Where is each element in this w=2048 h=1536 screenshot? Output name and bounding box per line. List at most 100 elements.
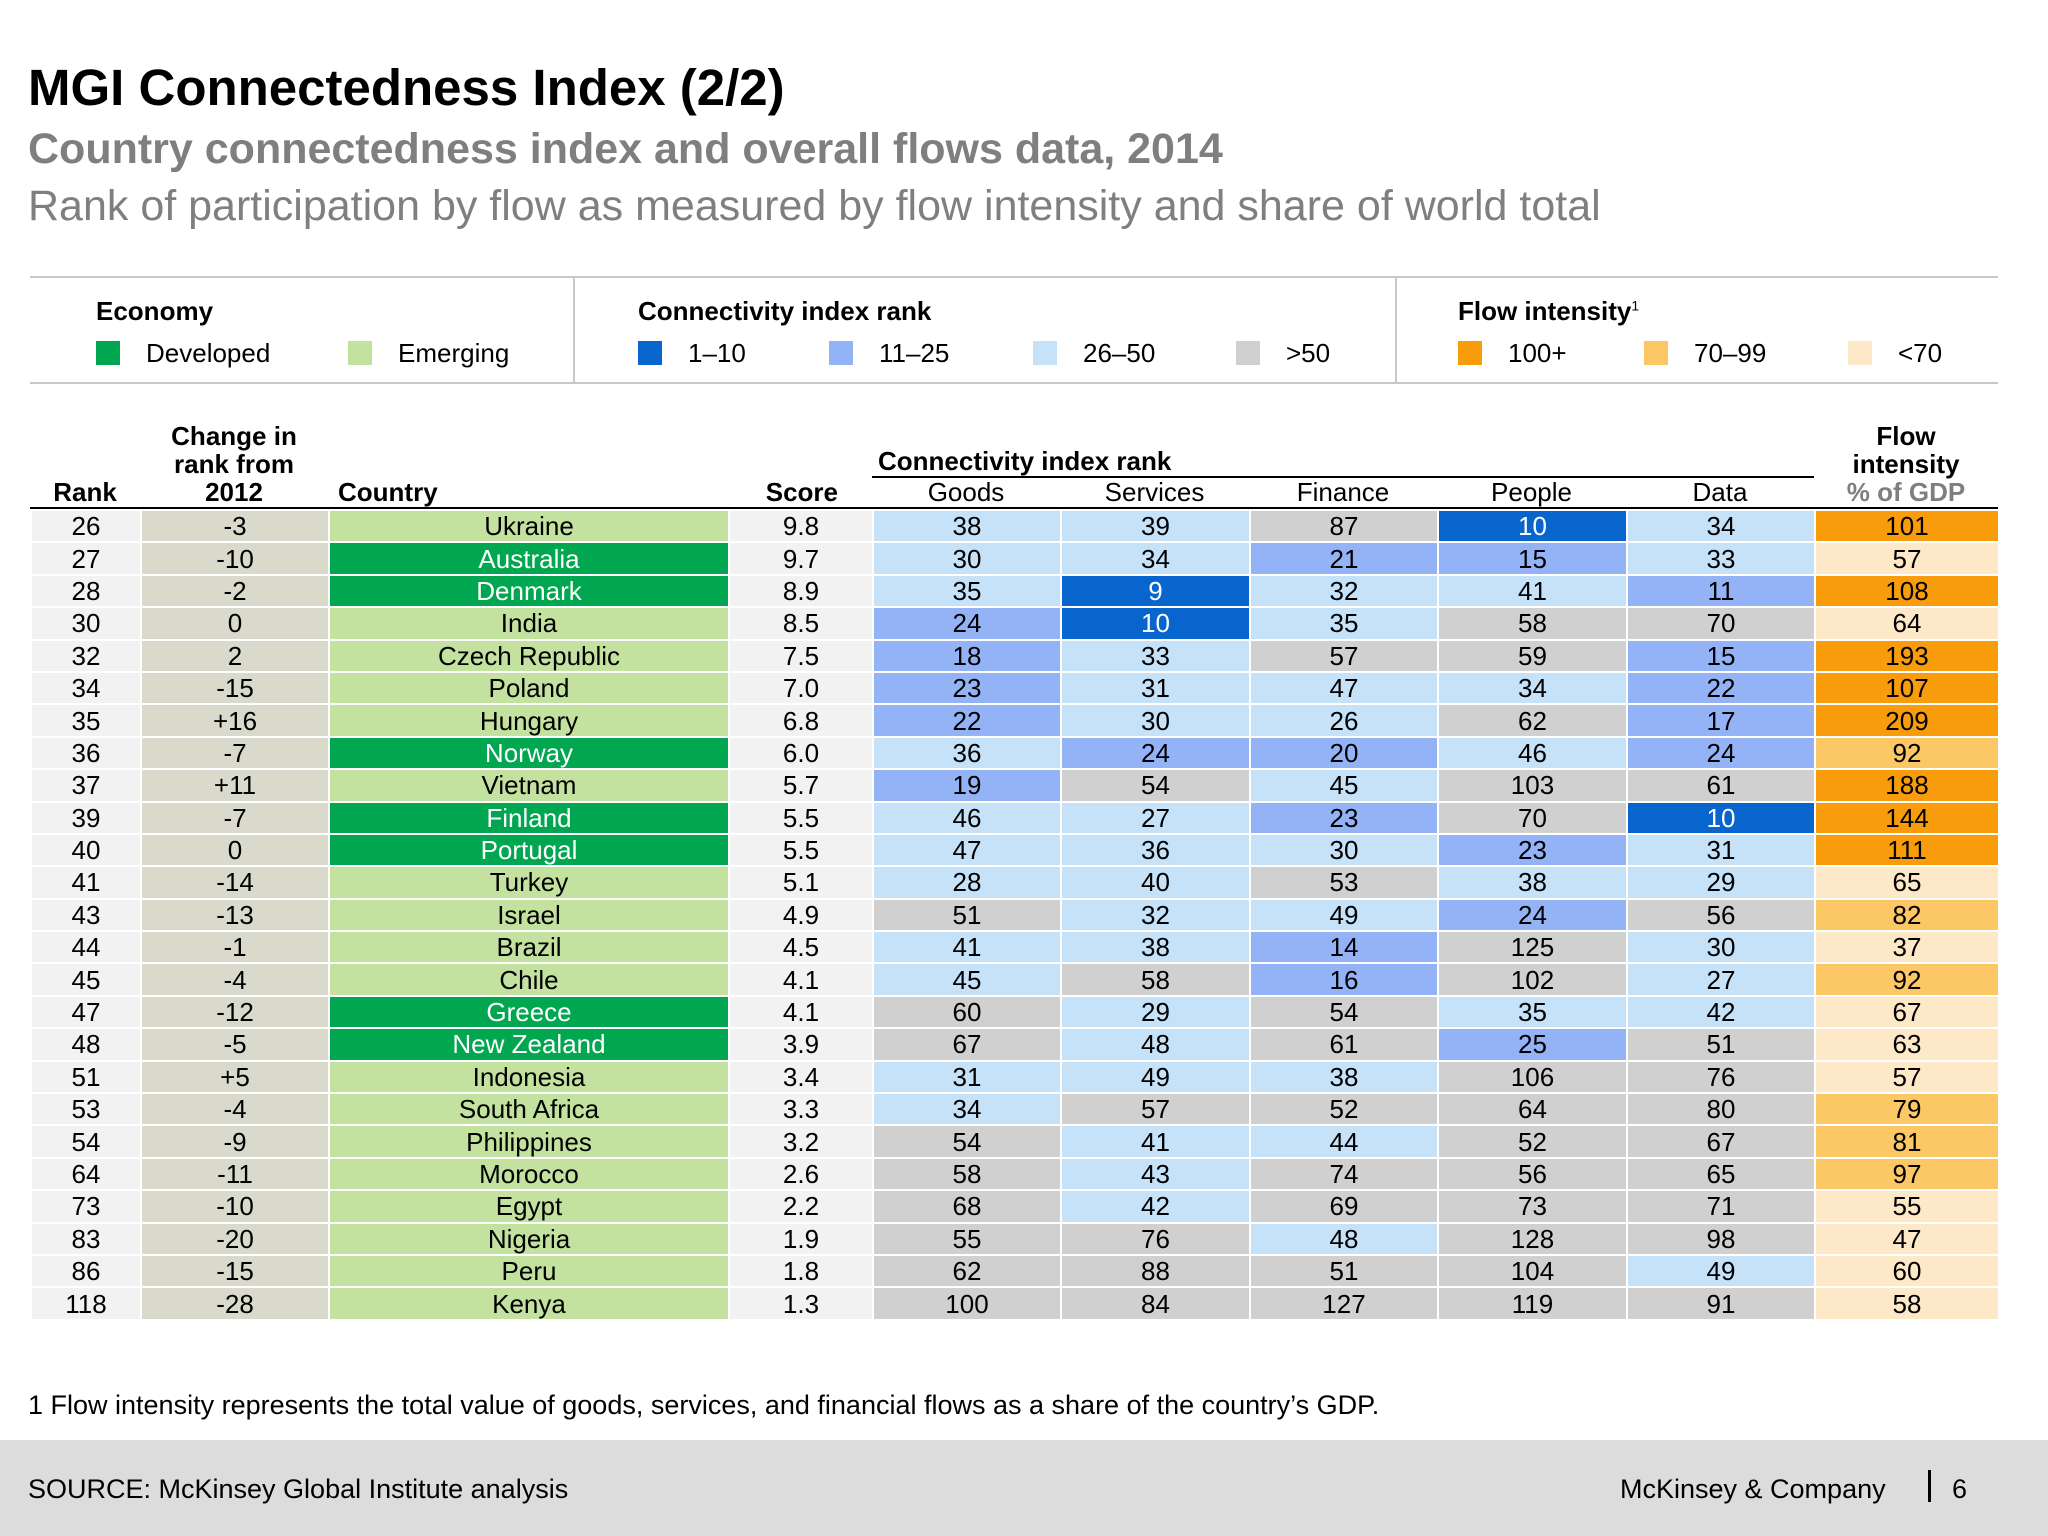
- developed-swatch: [96, 341, 120, 365]
- finance-cell: 69: [1249, 1189, 1439, 1224]
- change-cell: +5: [140, 1059, 330, 1095]
- country-cell: Morocco: [328, 1156, 730, 1192]
- data-cell: 10: [1626, 800, 1816, 835]
- legend-flow-70-99-label: 70–99: [1694, 337, 1767, 368]
- data-cell: 61: [1626, 768, 1816, 803]
- goods-cell: 41: [872, 930, 1062, 965]
- table-row: 34 -15 Poland 7.0 23 31 47 34 22 107: [30, 670, 2000, 706]
- people-cell: 10: [1437, 508, 1628, 544]
- rank-cell: 41: [30, 865, 142, 900]
- services-cell: 49: [1060, 1059, 1251, 1095]
- services-cell: 43: [1060, 1156, 1251, 1192]
- country-cell: Egypt: [328, 1189, 730, 1224]
- change-cell: -15: [140, 1253, 330, 1289]
- footer-separator: [1928, 1470, 1931, 1502]
- change-cell: -12: [140, 994, 330, 1030]
- finance-cell: 57: [1249, 638, 1439, 673]
- table-row: 28 -2 Denmark 8.9 35 9 32 41 11 108: [30, 573, 2000, 609]
- flow-intensity-cell: 81: [1814, 1124, 2000, 1159]
- people-cell: 41: [1437, 573, 1628, 609]
- data-cell: 49: [1626, 1253, 1816, 1289]
- score-cell: 6.0: [728, 735, 874, 771]
- people-cell: 128: [1437, 1221, 1628, 1256]
- score-cell: 5.7: [728, 768, 874, 803]
- people-cell: 52: [1437, 1124, 1628, 1159]
- score-cell: 7.0: [728, 670, 874, 706]
- people-cell: 73: [1437, 1189, 1628, 1224]
- finance-cell: 26: [1249, 703, 1439, 738]
- footer-bar: [0, 1440, 2048, 1536]
- country-cell: Denmark: [328, 573, 730, 609]
- flow-intensity-cell: 60: [1814, 1253, 2000, 1289]
- rank-cell: 73: [30, 1189, 142, 1224]
- finance-cell: 45: [1249, 768, 1439, 803]
- goods-cell: 68: [872, 1189, 1062, 1224]
- change-cell: 0: [140, 832, 330, 868]
- data-cell: 91: [1626, 1286, 1816, 1321]
- data-cell: 22: [1626, 670, 1816, 706]
- goods-cell: 30: [872, 541, 1062, 576]
- change-cell: 2: [140, 638, 330, 673]
- header-connectivity-group: Connectivity index rank: [878, 446, 1172, 476]
- finance-cell: 32: [1249, 573, 1439, 609]
- country-cell: South Africa: [328, 1092, 730, 1127]
- table-row: 48 -5 New Zealand 3.9 67 48 61 25 51 63: [30, 1027, 2000, 1062]
- data-cell: 17: [1626, 703, 1816, 738]
- brand-name: McKinsey & Company: [1620, 1474, 1886, 1504]
- score-cell: 5.5: [728, 800, 874, 835]
- services-cell: 29: [1060, 994, 1251, 1030]
- legend-economy-title: Economy: [96, 296, 214, 326]
- change-cell: 0: [140, 606, 330, 641]
- rank-1-10-swatch: [638, 341, 662, 365]
- flow-intensity-cell: 57: [1814, 1059, 2000, 1095]
- emerging-swatch: [348, 341, 372, 365]
- rank-cell: 40: [30, 832, 142, 868]
- rank-cell: 83: [30, 1221, 142, 1256]
- country-cell: Chile: [328, 962, 730, 997]
- people-cell: 35: [1437, 994, 1628, 1030]
- score-cell: 3.3: [728, 1092, 874, 1127]
- connectedness-table: 26 -3 Ukraine 9.8 38 39 87 10 34 101 27 -10 Australi…: [30, 508, 2000, 1321]
- header-data: Data: [1692, 477, 1748, 507]
- table-row: 64 -11 Morocco 2.6 58 43 74 56 65 97: [30, 1156, 2000, 1192]
- table-row: 45 -4 Chile 4.1 45 58 16 102 27 92: [30, 962, 2000, 997]
- score-cell: 2.2: [728, 1189, 874, 1224]
- goods-cell: 36: [872, 735, 1062, 771]
- change-cell: -10: [140, 541, 330, 576]
- table-row: 41 -14 Turkey 5.1 28 40 53 38 29 65: [30, 865, 2000, 900]
- country-cell: New Zealand: [328, 1027, 730, 1062]
- flow-intensity-cell: 111: [1814, 832, 2000, 868]
- change-cell: -14: [140, 865, 330, 900]
- finance-cell: 48: [1249, 1221, 1439, 1256]
- table-row: 54 -9 Philippines 3.2 54 41 44 52 67 81: [30, 1124, 2000, 1159]
- finance-cell: 87: [1249, 508, 1439, 544]
- people-cell: 23: [1437, 832, 1628, 868]
- change-cell: -28: [140, 1286, 330, 1321]
- services-cell: 48: [1060, 1027, 1251, 1062]
- services-cell: 33: [1060, 638, 1251, 673]
- table-row: 47 -12 Greece 4.1 60 29 54 35 42 67: [30, 994, 2000, 1030]
- finance-cell: 20: [1249, 735, 1439, 771]
- legend-flow-70-99: 70–99: [1644, 338, 1766, 368]
- data-cell: 65: [1626, 1156, 1816, 1192]
- table-header-rule: [30, 507, 1998, 509]
- people-cell: 62: [1437, 703, 1628, 738]
- people-cell: 106: [1437, 1059, 1628, 1095]
- page-number: 6: [1952, 1474, 1968, 1504]
- rank-cell: 47: [30, 994, 142, 1030]
- flow-intensity-cell: 101: [1814, 508, 2000, 544]
- finance-cell: 127: [1249, 1286, 1439, 1321]
- finance-cell: 35: [1249, 606, 1439, 641]
- services-cell: 76: [1060, 1221, 1251, 1256]
- table-row: 26 -3 Ukraine 9.8 38 39 87 10 34 101: [30, 508, 2000, 544]
- change-cell: -1: [140, 930, 330, 965]
- rank-cell: 28: [30, 573, 142, 609]
- country-cell: India: [328, 606, 730, 641]
- data-cell: 42: [1626, 994, 1816, 1030]
- score-cell: 5.5: [728, 832, 874, 868]
- goods-cell: 51: [872, 897, 1062, 933]
- services-cell: 39: [1060, 508, 1251, 544]
- services-cell: 30: [1060, 703, 1251, 738]
- page-title: MGI Connectedness Index (2/2): [28, 59, 785, 116]
- goods-cell: 60: [872, 994, 1062, 1030]
